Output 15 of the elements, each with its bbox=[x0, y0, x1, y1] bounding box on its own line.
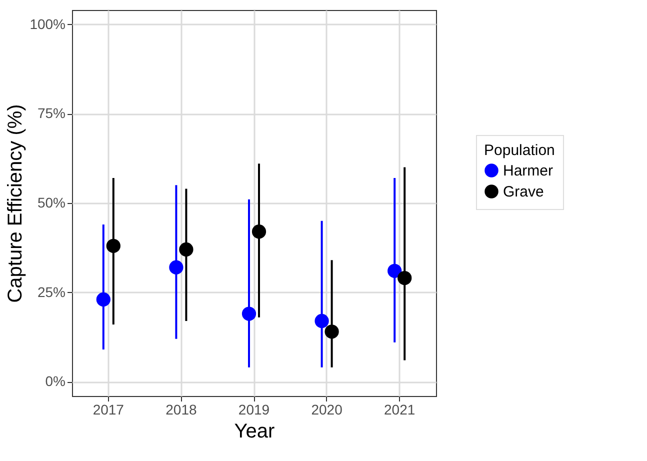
x-tick-label: 2017 bbox=[92, 402, 124, 418]
x-tick-label: 2021 bbox=[384, 402, 416, 418]
y-tick-label: 75% bbox=[37, 105, 66, 122]
legend-title: Population bbox=[484, 142, 555, 159]
x-tick-label: 2018 bbox=[166, 402, 197, 418]
x-axis-title: Year bbox=[234, 420, 276, 442]
y-tick-label: 25% bbox=[37, 284, 66, 300]
y-tick-label: 50% bbox=[37, 194, 66, 210]
x-tick-label: 2020 bbox=[311, 402, 343, 418]
x-tick-label: 2019 bbox=[238, 402, 270, 418]
y-axis-title: Capture Efficiency (%) bbox=[4, 104, 27, 303]
y-tick-label: 100% bbox=[30, 16, 66, 32]
legend-label: Harmer bbox=[503, 162, 554, 180]
y-tick-label: 0% bbox=[45, 373, 66, 390]
legend-label: Grave bbox=[503, 184, 544, 200]
